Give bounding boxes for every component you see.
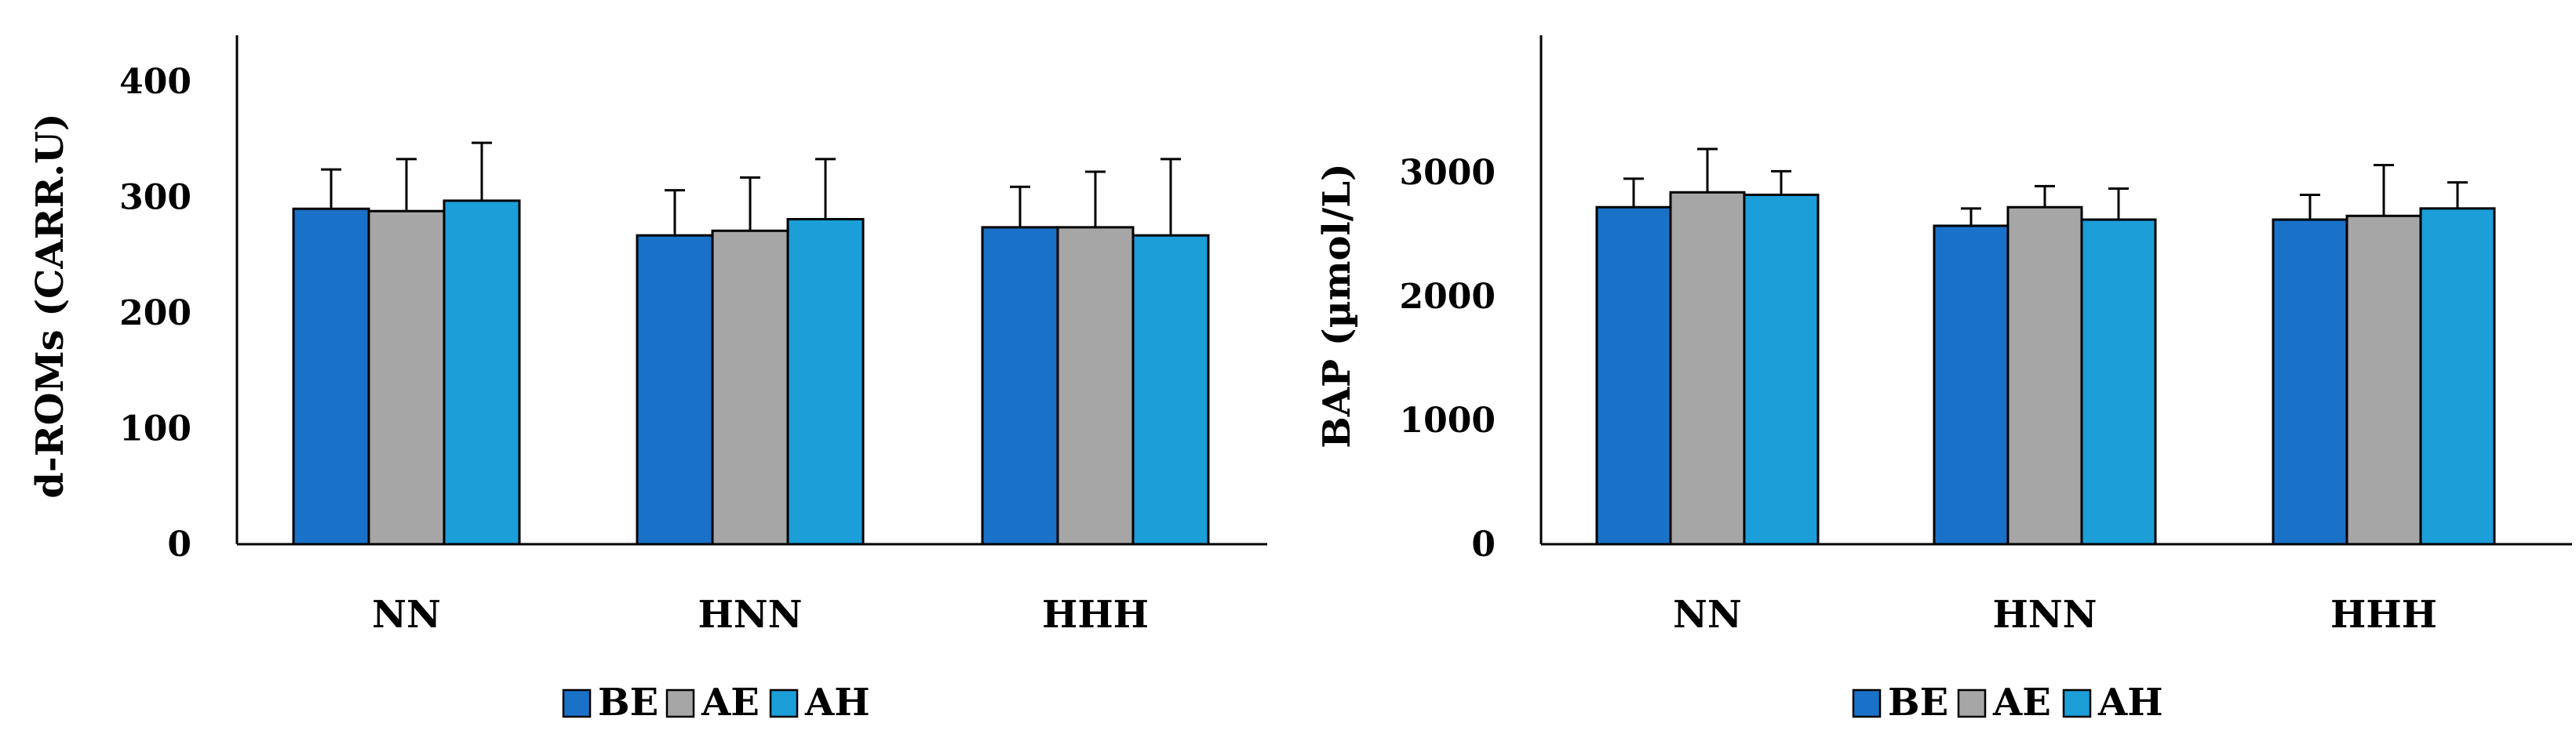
- y-tick-label: 2000: [1400, 277, 1496, 317]
- legend-swatch-ae: [665, 688, 695, 718]
- legend-swatch-be: [1852, 688, 1882, 718]
- bar-ah-hnn: [2080, 218, 2157, 546]
- bar-be-hnn: [636, 234, 714, 546]
- y-tick-label: 0: [1471, 525, 1496, 565]
- category-label-hhh: HHH: [2330, 593, 2437, 637]
- legend-swatch-ae: [1957, 688, 1987, 718]
- bar-be-nn: [1595, 205, 1672, 546]
- legend-label-ah: AH: [2097, 681, 2163, 725]
- bar-ah-hhh: [1131, 234, 1210, 546]
- y-tick-label: 300: [119, 178, 191, 218]
- y-tick-label: 0: [167, 525, 191, 565]
- legend-swatch-be: [562, 688, 592, 718]
- bar-be-hhh: [2272, 218, 2348, 546]
- category-label-hnn: HNN: [698, 593, 802, 637]
- bar-ae-nn: [1669, 191, 1746, 546]
- bar-ae-hnn: [711, 229, 789, 546]
- chart-d-roms: 0 100 200 300 400 d-ROMs (CARR.U) NN HNN HHH BE AE…: [28, 35, 1267, 725]
- legend-label-be: BE: [598, 681, 658, 725]
- y-axis-label: BAP (µmol/L): [1315, 163, 1359, 449]
- legend-swatch-ah: [2062, 688, 2092, 718]
- y-axis-label: d-ROMs (CARR.U): [28, 113, 72, 498]
- bar-be-nn: [292, 207, 370, 546]
- y-tick-label: 1000: [1400, 401, 1496, 441]
- bar-ae-nn: [367, 209, 446, 546]
- category-label-hhh: HHH: [1042, 593, 1149, 637]
- bar-ae-hhh: [2345, 214, 2422, 546]
- bar-ah-nn: [1743, 193, 1820, 546]
- category-label-nn: NN: [1673, 593, 1742, 637]
- bar-ah-nn: [443, 199, 521, 546]
- bar-be-hhh: [981, 226, 1059, 546]
- bar-ah-hhh: [2419, 207, 2496, 546]
- legend-label-be: BE: [1888, 681, 1948, 725]
- y-tick-label: 100: [119, 409, 191, 449]
- y-tick-label: 400: [119, 62, 191, 102]
- bar-ah-hnn: [786, 218, 865, 546]
- bar-ae-hhh: [1056, 226, 1135, 546]
- bar-ae-hnn: [2006, 205, 2083, 546]
- category-label-hnn: HNN: [1992, 593, 2097, 637]
- chart-bap: 0 1000 2000 3000 BAP (µmol/L) NN HNN HHH BE AE AH: [1315, 35, 2572, 725]
- y-tick-label: 200: [119, 293, 191, 333]
- bar-be-hnn: [1933, 224, 2009, 546]
- legend-label-ae: AE: [701, 681, 760, 725]
- category-label-nn: NN: [372, 593, 441, 637]
- legend-swatch-ah: [769, 688, 799, 718]
- legend-label-ae: AE: [1992, 681, 2051, 725]
- y-tick-label: 3000: [1400, 153, 1496, 193]
- legend-label-ah: AH: [804, 681, 870, 725]
